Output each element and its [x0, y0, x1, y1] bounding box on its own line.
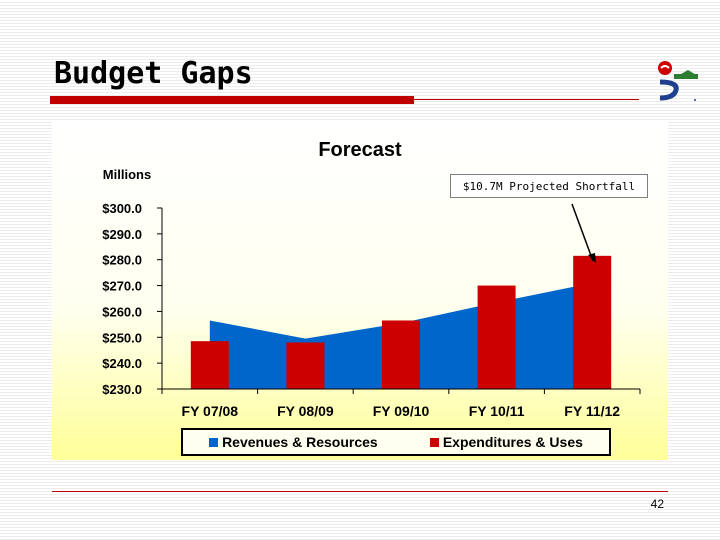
legend-label-expenditures: Expenditures & Uses [442, 434, 583, 450]
slide-title: Budget Gaps [54, 56, 253, 91]
bar-expenditures [573, 255, 612, 389]
legend-item-revenues: Revenues & Resources [209, 434, 378, 450]
y-tick-label: $250.0 [102, 330, 142, 345]
callout-arrowhead [588, 253, 596, 263]
shortfall-callout: $10.7M Projected Shortfall [450, 174, 648, 198]
legend-item-expenditures: Expenditures & Uses [429, 434, 583, 450]
page-number: 42 [650, 497, 664, 511]
shortfall-callout-text: $10.7M Projected Shortfall [462, 179, 636, 193]
forecast-chart: Forecast Millions $230.0 $240.0 $250.0 $260… [102, 139, 641, 419]
title-accent-bar [50, 96, 414, 104]
y-tick-label: $260.0 [102, 304, 142, 319]
chart-legend: Revenues & Resources Expenditures & Uses [181, 428, 611, 456]
footer-line [52, 491, 668, 492]
x-tick-label: FY 08/09 [277, 403, 334, 419]
legend-label-revenues: Revenues & Resources [222, 434, 378, 450]
x-tick-label: FY 09/10 [373, 403, 430, 419]
y-tick-label: $270.0 [102, 279, 142, 294]
y-tick-label: $300.0 [102, 201, 142, 216]
y-tick-label: $280.0 [102, 253, 142, 268]
legend-swatch-revenues [209, 437, 219, 447]
bar-expenditures [382, 320, 420, 389]
x-tick-label: FY 07/08 [182, 403, 239, 419]
y-tick-label: $240.0 [102, 356, 142, 371]
y-tick-label: $230.0 [102, 382, 142, 397]
bar-expenditures [190, 341, 229, 389]
x-tick-label: FY 11/12 [564, 403, 620, 419]
title-underline [414, 99, 639, 100]
chart-title: Forecast [318, 139, 402, 161]
y-tick-label: $290.0 [102, 227, 142, 242]
bar-expenditures [477, 285, 516, 389]
callout-pointer [571, 203, 594, 262]
x-tick-label: FY 10/11 [469, 403, 525, 419]
y-axis-label: Millions [103, 167, 151, 182]
legend-swatch-expenditures [429, 437, 439, 447]
bar-expenditures [286, 342, 325, 389]
county-logo-icon [658, 61, 698, 101]
chart-panel: Forecast Millions $230.0 $240.0 $250.0 $260… [52, 122, 668, 460]
